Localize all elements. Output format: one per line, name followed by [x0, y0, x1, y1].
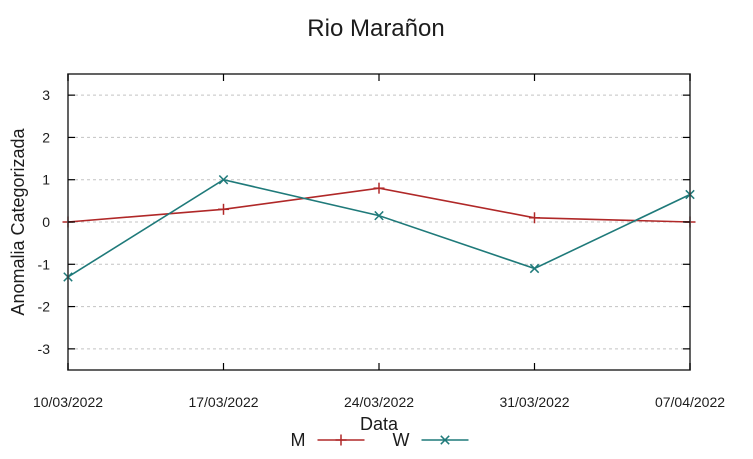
- legend-marker-W: [440, 435, 450, 445]
- legend-label-M: M: [291, 430, 306, 450]
- x-axis-label: Data: [360, 414, 399, 434]
- gridlines: [69, 94, 689, 350]
- y-tick-label: -3: [38, 341, 51, 357]
- chart-title: Rio Marañon: [307, 15, 444, 42]
- data-series: [62, 174, 696, 282]
- x-tick-label: 07/04/2022: [655, 394, 725, 410]
- x-tick-label: 31/03/2022: [499, 394, 569, 410]
- series-line-W: [67, 178, 691, 278]
- y-tick-label: 3: [42, 87, 50, 103]
- tick-labels: -3 -2 -1 0 1 2 3 10/03/2022 17/03/2022 24/03/2022…: [33, 87, 725, 410]
- y-tick-label: -1: [38, 256, 51, 272]
- legend-label-W: W: [393, 430, 410, 450]
- y-tick-label: 0: [42, 214, 50, 230]
- y-tick-label: 2: [42, 129, 50, 145]
- axis-ticks: [67, 74, 691, 370]
- y-axis-label: Anomalia Categorizada: [8, 127, 28, 315]
- x-tick-label: 10/03/2022: [33, 394, 103, 410]
- y-tick-label: -2: [38, 299, 51, 315]
- data-point-marker-W: [529, 263, 540, 274]
- data-point-marker-W: [218, 174, 229, 185]
- x-tick-label: 24/03/2022: [344, 394, 414, 410]
- x-tick-label: 17/03/2022: [188, 394, 258, 410]
- y-tick-label: 1: [42, 172, 50, 188]
- data-point-marker-W: [374, 210, 384, 221]
